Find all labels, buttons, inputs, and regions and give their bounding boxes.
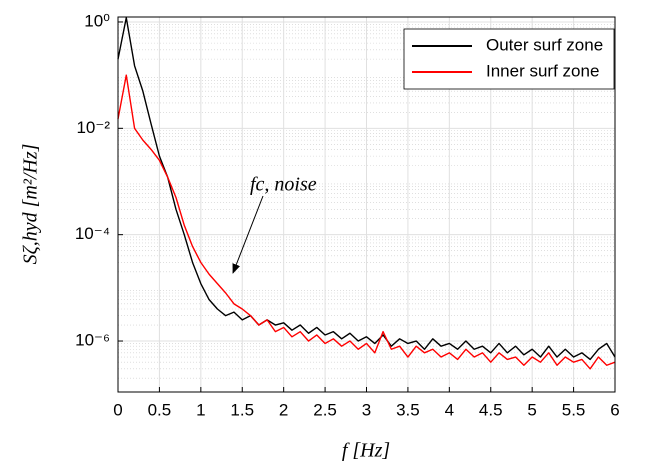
x-tick-label: 3.5 <box>396 400 420 419</box>
legend-items: Outer surf zone Inner surf zone <box>412 35 603 80</box>
x-tick-label: 0 <box>113 400 122 419</box>
ticks: 0 0.5 1 1.5 2 2.5 3 3.5 4 4.5 5 5.5 6 10⁰ 10⁻² 10⁻⁴ 10⁻⁶ <box>75 11 620 419</box>
series-line <box>117 17 616 361</box>
x-tick-label: 2.5 <box>313 400 337 419</box>
x-tick-label: 1 <box>196 400 205 419</box>
series-lines <box>117 17 616 370</box>
annotation: fc, noise <box>250 174 317 196</box>
x-axis-label: f [Hz] <box>342 440 390 462</box>
y-tick-label: 10⁻⁴ <box>75 224 110 243</box>
x-tick-label: 6 <box>610 400 619 419</box>
x-tick-label: 5.5 <box>562 400 586 419</box>
x-tick-label: 2 <box>279 400 288 419</box>
annotation-arrow <box>232 195 264 274</box>
x-tick-label: 3 <box>362 400 371 419</box>
series-line <box>117 74 616 370</box>
legend <box>403 28 615 90</box>
x-tick-label: 5 <box>527 400 536 419</box>
x-tick-label: 0.5 <box>148 400 172 419</box>
legend-label: Outer surf zone <box>486 35 603 54</box>
y-tick-label: 10⁰ <box>84 11 110 30</box>
x-tick-label: 4 <box>445 400 454 419</box>
x-tick-label: 1.5 <box>230 400 254 419</box>
y-tick-label: 10⁻⁶ <box>75 331 110 350</box>
y-tick-label: 10⁻² <box>76 118 110 137</box>
y-axis-label: Sζ,hyd [m²/Hz] <box>20 144 42 265</box>
legend-label: Inner surf zone <box>486 61 599 80</box>
x-tick-label: 4.5 <box>479 400 503 419</box>
